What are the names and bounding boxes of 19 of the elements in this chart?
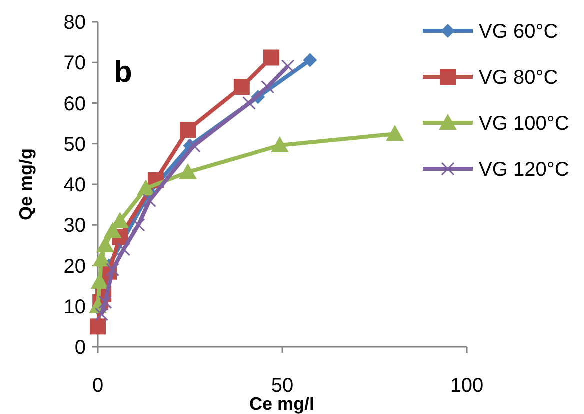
y-axis-title: Qe mg/g — [16, 148, 36, 221]
y-tick-label: 10 — [64, 296, 86, 318]
x-tick-label: 0 — [92, 375, 104, 397]
y-tick-label: 70 — [64, 52, 86, 75]
y-tick-label: 50 — [64, 134, 86, 156]
legend-label: VG 120°C — [479, 159, 570, 181]
y-tick-label: 20 — [64, 256, 86, 278]
y-tick-label: 60 — [64, 93, 86, 116]
legend-label: VG 60°C — [479, 21, 558, 43]
x-tick-label: 100 — [450, 375, 484, 397]
y-tick-label: 0 — [74, 337, 86, 359]
y-tick-label: 80 — [64, 12, 86, 34]
y-tick-label: 30 — [64, 215, 86, 238]
y-tick-label: 40 — [64, 174, 86, 196]
x-tick-label: 50 — [271, 375, 294, 397]
annotation: b — [114, 56, 132, 89]
legend-label: VG 80°C — [479, 67, 558, 89]
legend-label: VG 100°C — [479, 113, 570, 135]
x-axis-title: Ce mg/l — [249, 394, 315, 414]
